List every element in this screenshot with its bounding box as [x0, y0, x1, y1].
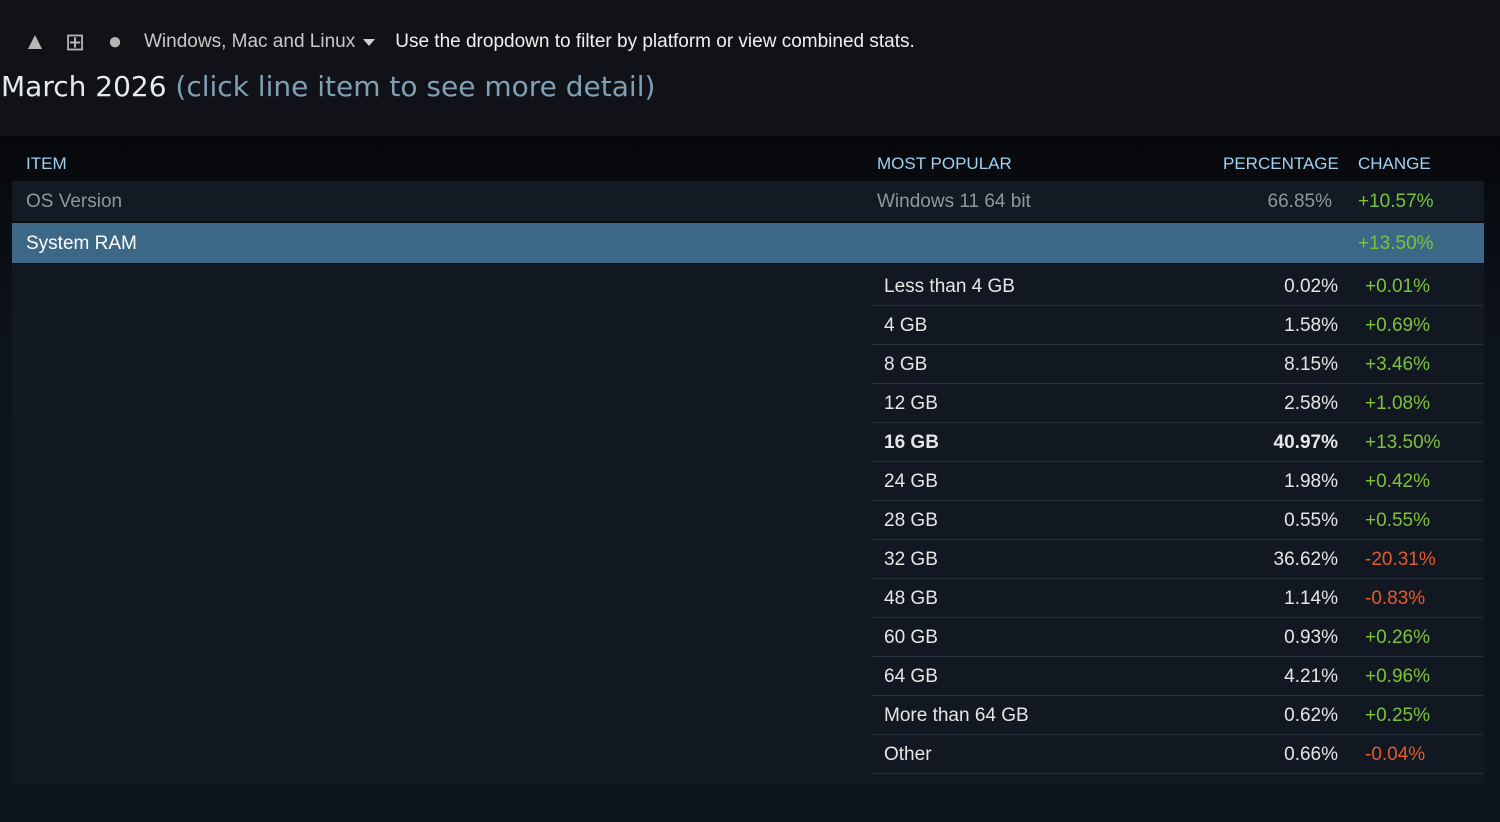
detail-row: 4 GB 1.58% +0.69%: [872, 306, 1483, 345]
page-title: March 2026 (click line item to see more …: [1, 70, 655, 103]
detail-row: 60 GB 0.93% +0.26%: [872, 618, 1483, 657]
filter-hint: Use the dropdown to filter by platform o…: [395, 31, 915, 52]
detail-label: 28 GB: [884, 510, 938, 531]
row-most-popular: Windows 11 64 bit: [877, 191, 1031, 212]
title-subtitle: (click line item to see more detail): [175, 70, 656, 103]
detail-row: 64 GB 4.21% +0.96%: [872, 657, 1483, 696]
detail-change: +1.08%: [1365, 393, 1430, 414]
detail-percentage: 1.14%: [1284, 588, 1338, 609]
detail-percentage: 0.02%: [1284, 276, 1338, 297]
detail-percentage: 1.58%: [1284, 315, 1338, 336]
detail-label: Other: [884, 744, 932, 765]
detail-label: 16 GB: [884, 432, 939, 453]
detail-row: 16 GB 40.97% +13.50%: [872, 423, 1483, 462]
row-item: OS Version: [26, 191, 123, 212]
detail-label: More than 64 GB: [884, 705, 1029, 726]
detail-label: 12 GB: [884, 393, 938, 414]
detail-change: -20.31%: [1365, 549, 1436, 570]
table-row-system-ram[interactable]: System RAM +13.50%: [12, 223, 1484, 263]
detail-percentage: 36.62%: [1273, 549, 1338, 570]
platform-dropdown[interactable]: Windows, Mac and Linux: [144, 31, 376, 53]
detail-row: More than 64 GB 0.62% +0.25%: [872, 696, 1483, 735]
detail-label: 24 GB: [884, 471, 938, 492]
detail-change: +0.96%: [1365, 666, 1430, 687]
detail-percentage: 0.66%: [1284, 744, 1338, 765]
detail-change: -0.83%: [1365, 588, 1426, 609]
detail-row: Other 0.66% -0.04%: [872, 735, 1483, 774]
detail-change: +0.01%: [1365, 276, 1430, 297]
header-item: ITEM: [26, 154, 67, 173]
detail-change: +0.25%: [1365, 705, 1430, 726]
detail-percentage: 0.62%: [1284, 705, 1338, 726]
apple-icon[interactable]: ●: [107, 28, 123, 55]
detail-change: +13.50%: [1365, 432, 1441, 453]
detail-change: +0.26%: [1365, 627, 1430, 648]
row-change: +10.57%: [1358, 191, 1434, 212]
table-row-os-version[interactable]: OS Version Windows 11 64 bit 66.85% +10.…: [12, 181, 1484, 221]
row-percentage: 66.85%: [1267, 191, 1332, 212]
caret-down-icon: [363, 38, 376, 46]
detail-row: 28 GB 0.55% +0.55%: [872, 501, 1483, 540]
header-percentage: PERCENTAGE: [1223, 154, 1339, 173]
detail-row: 48 GB 1.14% -0.83%: [872, 579, 1483, 618]
detail-label: 4 GB: [884, 315, 928, 336]
detail-label: 48 GB: [884, 588, 938, 609]
detail-row: 8 GB 8.15% +3.46%: [872, 345, 1483, 384]
detail-label: 32 GB: [884, 549, 938, 570]
header-most-popular: MOST POPULAR: [877, 154, 1012, 173]
detail-row: 32 GB 36.62% -20.31%: [872, 540, 1483, 579]
detail-label: Less than 4 GB: [884, 276, 1015, 297]
detail-percentage: 0.93%: [1284, 627, 1338, 648]
detail-change: +3.46%: [1365, 354, 1430, 375]
detail-row: Less than 4 GB 0.02% +0.01%: [872, 267, 1483, 306]
month-label: March 2026: [1, 70, 167, 103]
detail-label: 64 GB: [884, 666, 938, 687]
detail-percentage: 2.58%: [1284, 393, 1338, 414]
platform-filter-bar: ▲ ⊞ ● Windows, Mac and Linux Use the dro…: [20, 22, 915, 62]
detail-row: 24 GB 1.98% +0.42%: [872, 462, 1483, 501]
row-item: System RAM: [26, 233, 137, 254]
detail-change: +0.42%: [1365, 471, 1430, 492]
detail-percentage: 1.98%: [1284, 471, 1338, 492]
detail-percentage: 4.21%: [1284, 666, 1338, 687]
detail-percentage: 40.97%: [1273, 432, 1338, 453]
windows-icon[interactable]: ⊞: [64, 28, 86, 56]
detail-label: 8 GB: [884, 354, 928, 375]
detail-change: +0.69%: [1365, 315, 1430, 336]
detail-row: 12 GB 2.58% +1.08%: [872, 384, 1483, 423]
detail-percentage: 0.55%: [1284, 510, 1338, 531]
detail-change: -0.04%: [1365, 744, 1426, 765]
row-change: +13.50%: [1358, 233, 1434, 254]
linux-icon[interactable]: ▲: [23, 28, 47, 55]
detail-label: 60 GB: [884, 627, 938, 648]
header-change: CHANGE: [1358, 154, 1431, 173]
detail-percentage: 8.15%: [1284, 354, 1338, 375]
detail-change: +0.55%: [1365, 510, 1430, 531]
platform-dropdown-value: Windows, Mac and Linux: [144, 31, 356, 52]
stats-table: ITEM MOST POPULAR PERCENTAGE CHANGE OS V…: [0, 136, 1500, 822]
detail-area: [12, 264, 1484, 784]
